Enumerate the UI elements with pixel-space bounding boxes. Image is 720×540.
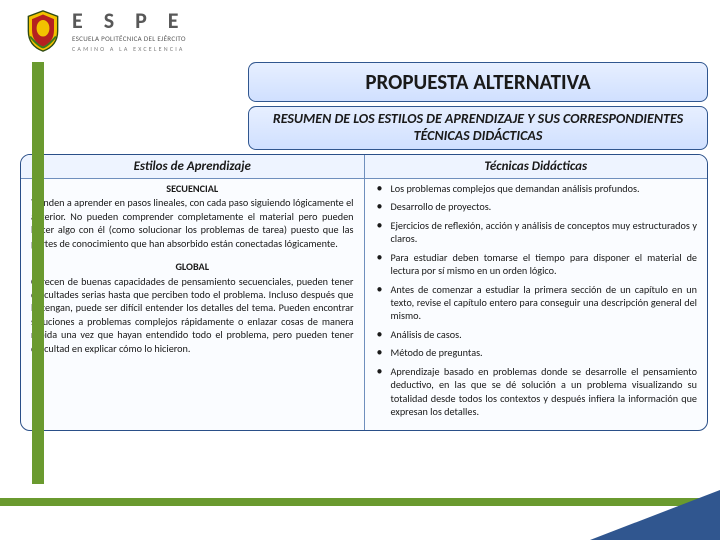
technique-item: Aprendizaje basado en problemas donde se… bbox=[375, 365, 698, 419]
technique-item: Antes de comenzar a estudiar la primera … bbox=[375, 283, 698, 323]
header: E S P E ESCUELA POLITÉCNICA DEL EJÉRCITO… bbox=[0, 0, 720, 62]
brand-name: E S P E bbox=[72, 10, 187, 32]
style-desc: Carecen de buenas capacidades de pensami… bbox=[31, 275, 354, 355]
techniques-cell: Los problemas complejos que demandan aná… bbox=[364, 178, 707, 429]
technique-item: Ejercicios de reflexión, acción y anális… bbox=[375, 219, 698, 246]
technique-item: Análisis de casos. bbox=[375, 328, 698, 341]
page-subtitle: RESUMEN DE LOS ESTILOS DE APRENDIZAJE Y … bbox=[259, 111, 697, 145]
brand-text: E S P E ESCUELA POLITÉCNICA DEL EJÉRCITO… bbox=[72, 10, 187, 53]
vertical-green-stripe bbox=[32, 62, 44, 484]
style-secuencial: SECUENCIAL Tienden a aprender en pasos l… bbox=[31, 182, 354, 250]
styles-cell: SECUENCIAL Tienden a aprender en pasos l… bbox=[21, 178, 364, 429]
technique-item: Desarrollo de proyectos. bbox=[375, 200, 698, 213]
technique-item: Los problemas complejos que demandan aná… bbox=[375, 182, 698, 195]
technique-item: Método de preguntas. bbox=[375, 346, 698, 359]
style-desc: Tienden a aprender en pasos lineales, co… bbox=[31, 196, 354, 249]
page-title: PROPUESTA ALTERNATIVA bbox=[365, 69, 590, 95]
brand-motto: CAMINO A LA EXCELENCIA bbox=[72, 45, 187, 53]
style-name: GLOBAL bbox=[31, 260, 354, 273]
col-header-techniques: Técnicas Didácticas bbox=[364, 155, 707, 179]
title-band: PROPUESTA ALTERNATIVA bbox=[248, 62, 708, 102]
bottom-blue-corner bbox=[590, 490, 720, 540]
techniques-list: Los problemas complejos que demandan aná… bbox=[375, 182, 698, 419]
technique-item: Para estudiar deben tomarse el tiempo pa… bbox=[375, 251, 698, 278]
col-header-styles: Estilos de Aprendizaje bbox=[21, 155, 364, 179]
style-name: SECUENCIAL bbox=[31, 182, 354, 195]
style-global: GLOBAL Carecen de buenas capacidades de … bbox=[31, 260, 354, 355]
subtitle-band: RESUMEN DE LOS ESTILOS DE APRENDIZAJE Y … bbox=[248, 106, 708, 150]
brand-subtitle: ESCUELA POLITÉCNICA DEL EJÉRCITO bbox=[72, 34, 187, 43]
espe-shield-icon bbox=[24, 9, 62, 53]
content-table: Estilos de Aprendizaje Técnicas Didáctic… bbox=[20, 154, 708, 431]
